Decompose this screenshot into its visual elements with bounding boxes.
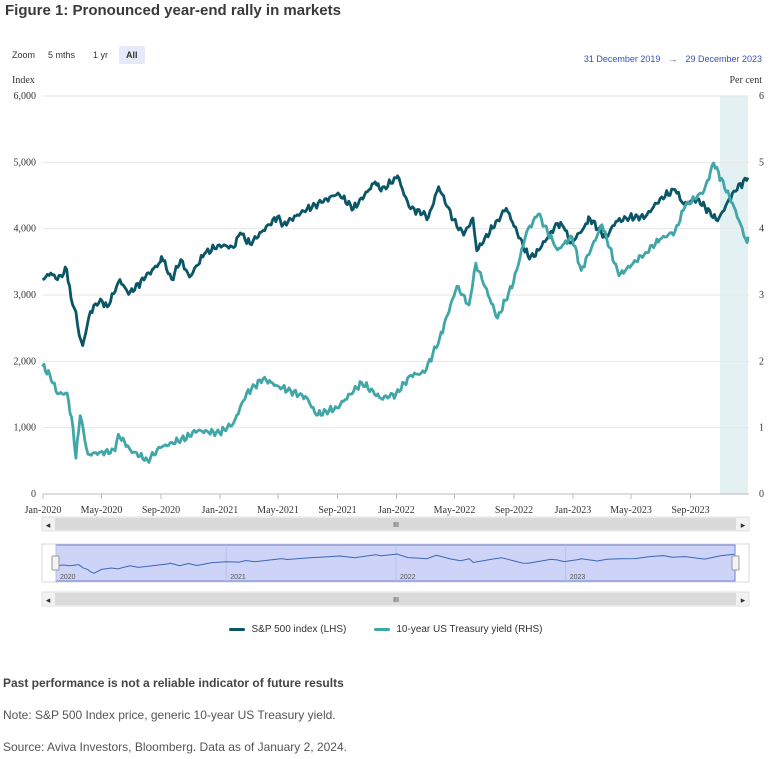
x-tick-label: Jan-2023: [555, 505, 592, 516]
legend-swatch-sp500: [229, 628, 246, 631]
y-right-axis-title: Per cent: [730, 75, 763, 86]
y-right-tick-label: 4: [759, 224, 764, 235]
scroll-left-arrow-icon[interactable]: ◂: [46, 520, 51, 530]
zoom-5-months-button[interactable]: 5 mths: [48, 50, 76, 60]
zoom-1-year-button[interactable]: 1 yr: [93, 50, 109, 60]
series-line-treasury[interactable]: [41, 161, 750, 464]
zoom-all-button[interactable]: All: [119, 46, 145, 64]
y-right-tick-label: 0: [759, 489, 764, 500]
y-left-tick-label: 4,000: [14, 224, 37, 235]
y-left-tick-label: 5,000: [14, 157, 37, 168]
x-tick-label: Sep-2021: [318, 505, 356, 516]
performance-disclaimer: Past performance is not a reliable indic…: [3, 676, 344, 690]
chart-scrollbar[interactable]: ◂ III ▸: [41, 516, 750, 532]
nav-scroll-left-arrow-icon[interactable]: ◂: [46, 595, 51, 605]
range-arrow-icon: →: [668, 54, 678, 64]
chart-legend: S&P 500 index (LHS) 10-year US Treasury …: [0, 624, 772, 635]
y-right-tick-label: 2: [759, 356, 764, 367]
y-left-tick-label: 1,000: [14, 423, 37, 434]
navigator-year-label: 2020: [60, 574, 76, 581]
y-right-tick-label: 6: [759, 91, 764, 102]
legend-label-treasury: 10-year US Treasury yield (RHS): [396, 624, 543, 635]
x-tick-label: Jan-2022: [378, 505, 415, 516]
range-to-date[interactable]: 29 December 2023: [685, 54, 762, 64]
date-range: 31 December 2019 → 29 December 2023: [584, 54, 762, 64]
figure-title: Figure 1: Pronounced year-end rally in m…: [5, 2, 341, 19]
navigator-right-handle[interactable]: [731, 555, 740, 571]
series-line-sp500[interactable]: [41, 174, 750, 347]
x-tick-label: Sep-2020: [142, 505, 180, 516]
x-tick-label: Jan-2021: [202, 505, 239, 516]
scrollbar-thumb[interactable]: [55, 518, 736, 530]
x-tick-label: May-2023: [610, 505, 652, 516]
x-tick-label: Sep-2022: [495, 505, 533, 516]
footer-note: Note: S&P 500 Index price, generic 10-ye…: [3, 708, 336, 722]
nav-scrollbar-grip-icon[interactable]: III: [393, 597, 399, 604]
nav-scroll-right-arrow-icon[interactable]: ▸: [741, 595, 746, 605]
navigator-year-label: 2021: [230, 574, 246, 581]
navigator-scrollbar[interactable]: ◂ III ▸: [41, 591, 750, 607]
navigator-year-label: 2022: [400, 574, 416, 581]
zoom-label: Zoom: [12, 50, 36, 60]
x-tick-label: May-2021: [257, 505, 299, 516]
navigator-year-label: 2023: [570, 574, 586, 581]
y-left-tick-label: 6,000: [14, 91, 37, 102]
legend-label-sp500: S&P 500 index (LHS): [251, 624, 347, 635]
zoom-controls: Zoom 5 mths 1 yr All: [12, 46, 149, 64]
y-left-axis-title: Index: [12, 75, 35, 86]
legend-item-sp500[interactable]: S&P 500 index (LHS): [229, 624, 346, 635]
navigator-scrollbar-thumb[interactable]: [55, 593, 736, 605]
line-chart[interactable]: 0 1,000 2,000 3,000 4,000 5,000 6,000 0 1 2 3 4 5 6 Ja…: [0, 70, 772, 610]
y-left-tick-label: 0: [31, 489, 36, 500]
legend-item-treasury[interactable]: 10-year US Treasury yield (RHS): [374, 624, 543, 635]
navigator-left-handle[interactable]: [51, 555, 60, 571]
y-left-tick-label: 3,000: [14, 290, 37, 301]
y-right-tick-label: 3: [759, 290, 764, 301]
y-right-tick-label: 5: [759, 157, 764, 168]
x-tick-label: May-2022: [434, 505, 476, 516]
x-tick-label: May-2020: [81, 505, 123, 516]
y-right-tick-label: 1: [759, 423, 764, 434]
navigator[interactable]: 2020 2021 2022 2023: [41, 543, 750, 583]
x-tick-label: Jan-2020: [25, 505, 62, 516]
legend-swatch-treasury: [374, 628, 391, 631]
navigator-series-line: [55, 553, 735, 574]
scrollbar-grip-icon[interactable]: III: [393, 522, 399, 529]
footer-source: Source: Aviva Investors, Bloomberg. Data…: [3, 740, 347, 754]
y-left-tick-label: 2,000: [14, 356, 37, 367]
scroll-right-arrow-icon[interactable]: ▸: [741, 520, 746, 530]
range-from-date[interactable]: 31 December 2019: [583, 54, 661, 64]
x-tick-label: Sep-2023: [671, 505, 709, 516]
